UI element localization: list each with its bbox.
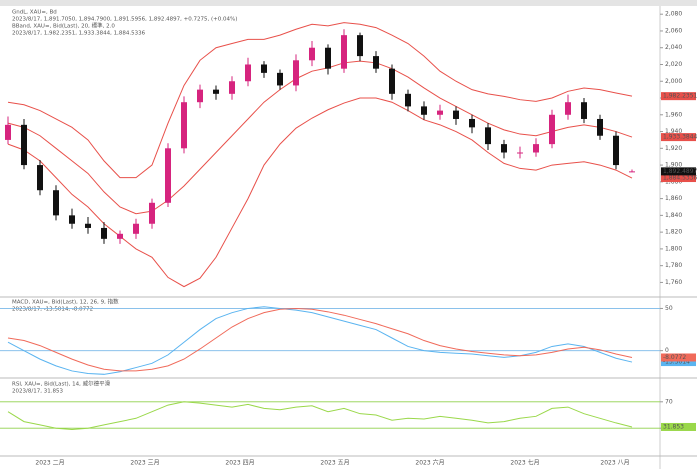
last-value-label: 1,982.2351 [663, 93, 697, 100]
last-value-box [661, 92, 696, 101]
candle-body [133, 223, 139, 234]
y-tick-label: 1,820 [665, 229, 682, 236]
last-value-label: 1,933.3844 [663, 134, 697, 141]
series-line [7, 306, 633, 375]
candle-body [389, 68, 395, 94]
y-tick-label: 0 [665, 347, 669, 354]
legend-text: 2023/8/17, 1,982.2351, 1,933.3844, 1,884… [12, 31, 146, 37]
y-tick-label: 2,040 [665, 44, 682, 51]
top-bar [0, 0, 697, 6]
candle-body [117, 233, 123, 239]
candle-body [37, 165, 43, 191]
y-tick-label: 1,760 [665, 279, 682, 286]
candle-body [229, 81, 235, 94]
x-axis-label: 2023 二月 [35, 460, 64, 467]
candle-body [453, 110, 459, 119]
legend-text: 2023/8/17, -13.5014, -8.0772 [12, 307, 93, 313]
candle-body [357, 35, 363, 57]
y-tick-label: 1,860 [665, 195, 682, 202]
candle-body [485, 127, 491, 145]
candle-body [597, 118, 603, 136]
candle-body [101, 227, 107, 239]
series-line [7, 307, 633, 372]
x-axis-label: 2023 六月 [415, 459, 444, 467]
candle-body [245, 64, 251, 82]
last-value-box [661, 353, 696, 362]
last-value-label: -13.5014 [663, 359, 690, 366]
y-tick-label: 50 [665, 305, 673, 312]
last-value-label: -8.0772 [663, 354, 686, 361]
candle-body [341, 35, 347, 69]
y-tick-label: 1,780 [665, 262, 682, 269]
series-line [7, 22, 633, 179]
candle-body [165, 148, 171, 203]
x-axis-label: 2023 五月 [320, 460, 349, 467]
legend-text: 2023/8/17, 1,891.7050, 1,894.7900, 1,891… [12, 17, 237, 23]
y-tick-label: 1,960 [665, 111, 682, 118]
y-tick-label: 1,840 [665, 212, 682, 219]
x-axis-label: 2023 三月 [130, 460, 159, 467]
legend-text: RSI, XAU=, Bid(Last), 14, 威尔德平滑 [12, 380, 111, 388]
x-axis-label: 2023 四月 [225, 460, 254, 467]
last-value-box [661, 422, 696, 431]
candle-body [309, 47, 315, 61]
y-tick-label: 70 [665, 398, 673, 405]
candle-body [469, 118, 475, 128]
series-line [7, 401, 633, 431]
candle-body [181, 102, 187, 149]
x-axis-label: 2023 八月 [600, 460, 629, 467]
series-line [7, 60, 633, 215]
candle-body [149, 202, 155, 224]
candle-body [197, 89, 203, 103]
candle-body [325, 47, 331, 69]
last-value-box [661, 358, 696, 367]
y-tick-label: 1,800 [665, 245, 682, 252]
last-value-label: 1,884.5336 [663, 175, 697, 182]
y-tick-label: 1,920 [665, 145, 682, 152]
candle-body [5, 124, 11, 140]
y-tick-label: 2,020 [665, 61, 682, 68]
candle-body [533, 144, 539, 153]
candle-body [501, 144, 507, 153]
candle-body [53, 190, 59, 216]
y-tick-label: 1,940 [665, 128, 682, 135]
x-axis-label: 2023 七月 [510, 459, 539, 467]
candle-body [85, 223, 91, 228]
y-tick-label: 2,000 [665, 78, 682, 85]
y-tick-label: 2,060 [665, 27, 682, 34]
series-line [7, 97, 633, 288]
candle-body [437, 110, 443, 115]
legend-text: MACD, XAU=, Bid(Last), 12, 26, 9, 指数 [12, 298, 119, 306]
legend-text: BBand, XAU=, Bid(Last), 20, 標準, 2.0 [12, 22, 115, 30]
candle-body [405, 93, 411, 107]
candle-body [549, 114, 555, 145]
candle-body [373, 56, 379, 69]
candle-body [581, 102, 587, 119]
candle-body [517, 152, 523, 154]
last-value-box [661, 133, 696, 142]
y-tick-label: 2,080 [665, 11, 682, 18]
candle-body [69, 215, 75, 224]
candle-body [629, 171, 635, 173]
candle-body [213, 89, 219, 94]
last-value-label: 31.853 [663, 423, 684, 430]
candle-body [565, 102, 571, 115]
y-tick-label: 1,900 [665, 162, 682, 169]
candle-body [21, 124, 27, 166]
legend-text: GndL, XAU=, Bd [12, 10, 57, 16]
last-value-label: 1,892.4897 [663, 168, 697, 175]
candle-body [613, 135, 619, 166]
legend-text: 2023/8/17, 31.853 [12, 389, 63, 395]
last-value-box [661, 174, 696, 183]
last-value-box [661, 167, 696, 176]
candle-body [277, 72, 283, 86]
candle-body [261, 64, 267, 73]
candle-body [421, 106, 427, 115]
candle-body [293, 60, 299, 86]
